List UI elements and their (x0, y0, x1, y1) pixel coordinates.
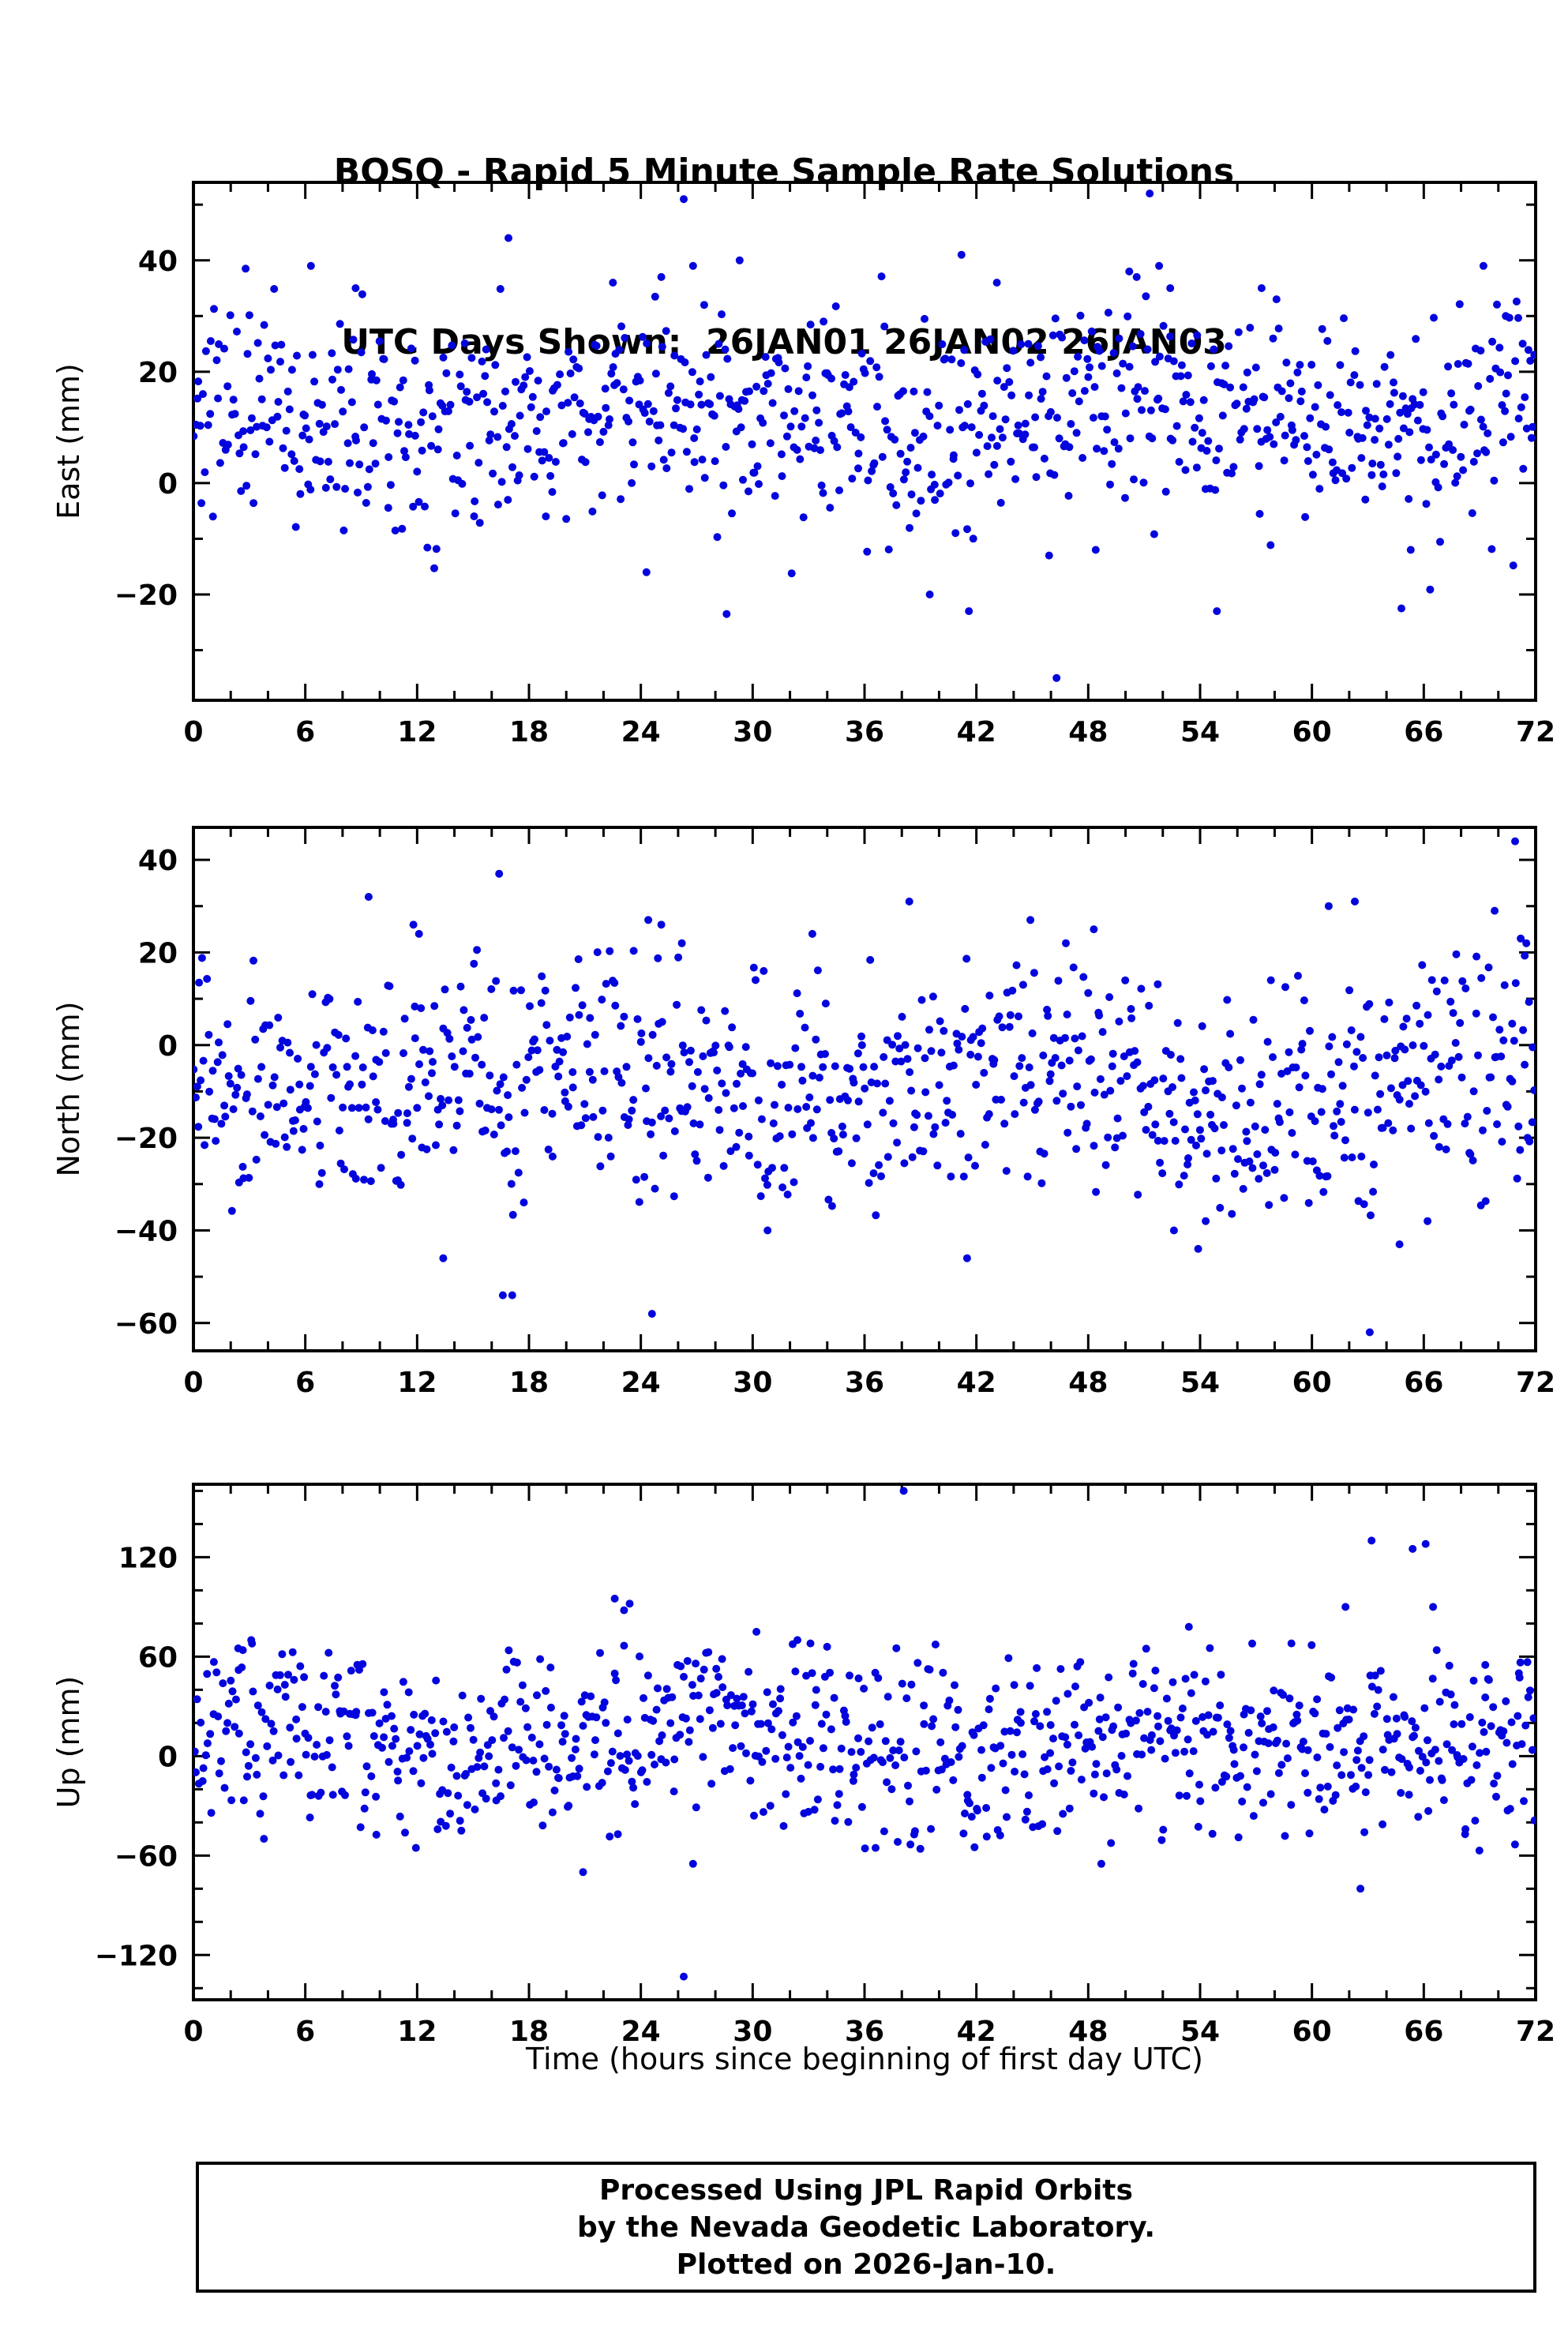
x-tick-label: 36 (845, 2016, 884, 2048)
x-tick-label: 48 (1068, 2016, 1108, 2048)
x-tick-label: 24 (621, 1367, 661, 1399)
x-tick-label: 12 (397, 2016, 437, 2048)
x-tick-label: 48 (1068, 1367, 1108, 1399)
scatter-points (193, 189, 1536, 682)
footer-line-1: Processed Using JPL Rapid Orbits (599, 2174, 1133, 2207)
x-tick-label: 54 (1180, 2016, 1220, 2048)
scatter-points (193, 837, 1536, 1337)
y-tick-label: 120 (118, 1542, 178, 1574)
x-tick-label: 66 (1404, 1367, 1443, 1399)
footer-line-3: Plotted on 2026-Jan-10. (676, 2248, 1056, 2281)
y-tick-label: −120 (95, 1940, 178, 1972)
y-tick-label: −60 (114, 1840, 178, 1873)
y-tick-label: −60 (114, 1308, 178, 1341)
y-tick-label: −40 (114, 1215, 178, 1247)
x-tick-label: 0 (183, 716, 203, 748)
x-tick-label: 66 (1404, 716, 1443, 748)
x-tick-label: 18 (509, 716, 549, 748)
x-axis-label: Time (hours since beginning of first day… (526, 2042, 1203, 2076)
x-tick-label: 60 (1292, 2016, 1332, 2048)
y-tick-label: 0 (158, 1741, 178, 1773)
x-tick-label: 42 (957, 2016, 996, 2048)
x-tick-label: 72 (1516, 2016, 1555, 2048)
y-tick-label: −20 (114, 1123, 178, 1155)
scatter-points (193, 1487, 1536, 1981)
y-axis-label: East (mm) (51, 363, 86, 519)
y-axis-label: North (mm) (51, 1001, 86, 1176)
x-tick-label: 12 (397, 1367, 437, 1399)
page-subtitle: UTC Days Shown: 26JAN01 26JAN02 26JAN03 (341, 322, 1227, 362)
y-axis-label: Up (mm) (51, 1676, 86, 1809)
x-tick-label: 24 (621, 716, 661, 748)
x-tick-label: 24 (621, 2016, 661, 2048)
plot-header: BOSQ - Rapid 5 Minute Sample Rate Soluti… (113, 30, 1455, 485)
y-tick-label: 0 (158, 1030, 178, 1063)
x-tick-label: 48 (1068, 716, 1108, 748)
x-tick-label: 30 (733, 716, 772, 748)
up-scatter-panel: 0 6 12 18 24 30 36 42 48 54 60 66 72 −120 −60 0 60 120 Up … (51, 1483, 1555, 2048)
x-tick-label: 42 (957, 716, 996, 748)
y-tick-label: 60 (138, 1641, 178, 1674)
x-tick-label: 36 (845, 716, 884, 748)
y-tick-label: −20 (114, 579, 178, 612)
x-tick-label: 72 (1516, 1367, 1555, 1399)
x-tick-label: 6 (295, 1367, 315, 1399)
y-tick-label: 20 (138, 357, 178, 389)
x-tick-label: 18 (509, 2016, 549, 2048)
x-tick-label: 60 (1292, 1367, 1332, 1399)
x-tick-label: 72 (1516, 716, 1555, 748)
page-title: BOSQ - Rapid 5 Minute Sample Rate Soluti… (333, 152, 1235, 192)
x-tick-label: 30 (733, 1367, 772, 1399)
y-tick-label: 40 (138, 845, 178, 877)
north-scatter-panel: 0 6 12 18 24 30 36 42 48 54 60 66 72 −60 −40 −20 0 20 40 No… (51, 826, 1555, 1399)
x-tick-label: 0 (183, 2016, 203, 2048)
x-tick-label: 36 (845, 1367, 884, 1399)
x-tick-label: 18 (509, 1367, 549, 1399)
x-tick-label: 42 (957, 1367, 996, 1399)
x-tick-label: 0 (183, 1367, 203, 1399)
y-tick-label: 20 (138, 937, 178, 969)
x-tick-label: 54 (1180, 716, 1220, 748)
east-scatter-panel: 0 6 12 18 24 30 36 42 48 54 60 66 72 −20 0 20 40 East (mm… (51, 181, 1555, 748)
x-tick-label: 54 (1180, 1367, 1220, 1399)
footer-box: Processed Using JPL Rapid Orbits by the … (196, 2162, 1536, 2293)
x-tick-label: 12 (397, 716, 437, 748)
y-tick-label: 40 (138, 246, 178, 278)
x-tick-label: 30 (733, 2016, 772, 2048)
footer-line-2: by the Nevada Geodetic Laboratory. (576, 2211, 1156, 2244)
x-tick-label: 6 (295, 2016, 315, 2048)
x-tick-label: 60 (1292, 716, 1332, 748)
x-tick-label: 66 (1404, 2016, 1443, 2048)
y-tick-label: 0 (158, 468, 178, 501)
x-tick-label: 6 (295, 716, 315, 748)
